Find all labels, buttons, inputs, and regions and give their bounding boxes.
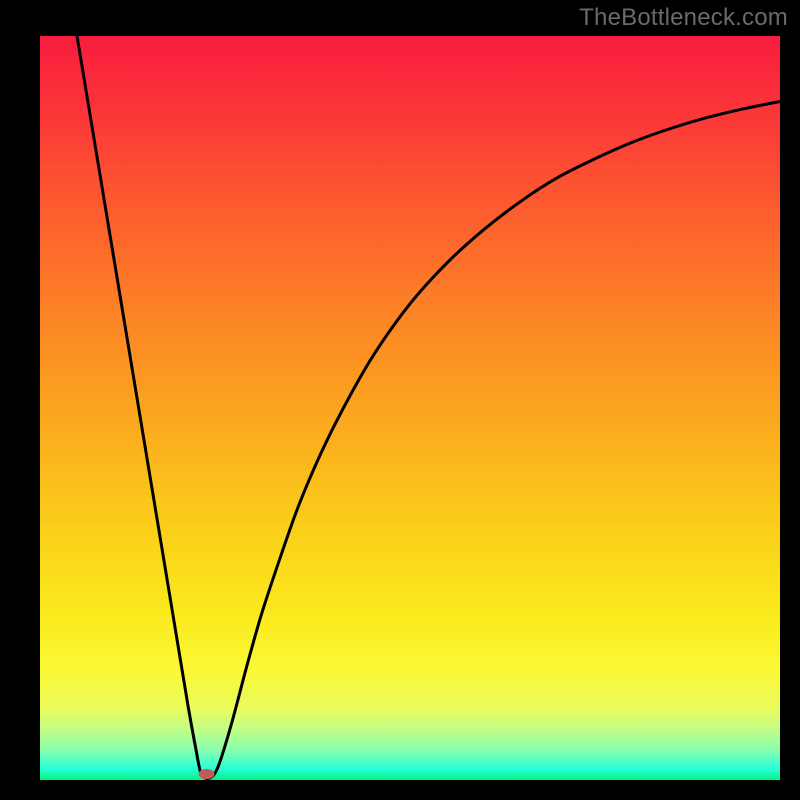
figure-container: TheBottleneck.com bbox=[0, 0, 800, 800]
sweet-spot-marker bbox=[199, 769, 215, 779]
plot-area bbox=[40, 36, 780, 780]
watermark-label: TheBottleneck.com bbox=[579, 4, 788, 32]
chart-background bbox=[40, 36, 780, 780]
